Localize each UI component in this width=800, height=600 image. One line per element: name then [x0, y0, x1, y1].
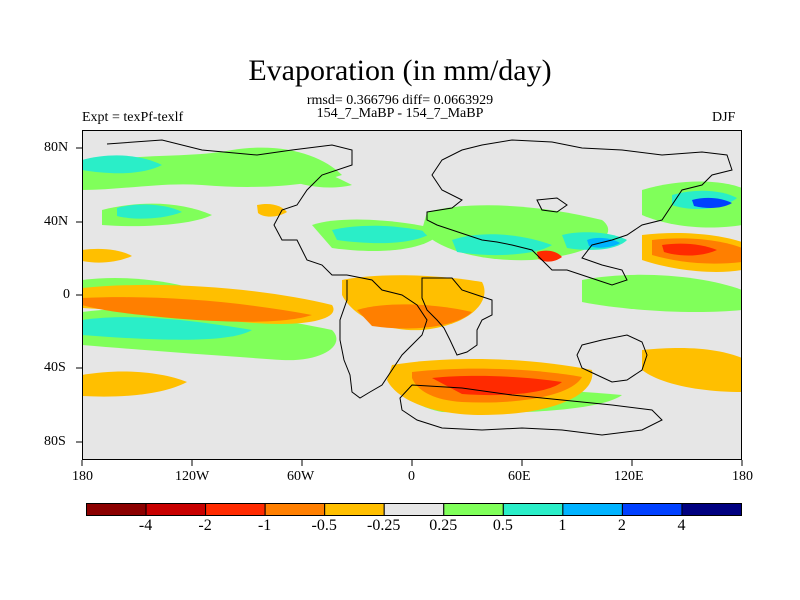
x-tick-label: 120E: [614, 469, 644, 484]
x-tick-label: 60E: [508, 469, 531, 484]
colorbar-swatch: [681, 503, 742, 516]
experiment-label: Expt = texPf-texlf: [82, 110, 184, 125]
map-title: Evaporation (in mm/day): [248, 54, 552, 87]
colorbar-label: 0.25: [429, 517, 458, 534]
colorbar-label: 1: [558, 517, 567, 534]
y-tick-label: 40N: [44, 214, 69, 229]
colorbar-swatch: [443, 503, 504, 516]
x-tick-label: 120W: [175, 469, 210, 484]
colorbar-label: -0.25: [367, 517, 401, 534]
map-frame: [82, 130, 742, 460]
colorbar-label: -0.5: [311, 517, 337, 534]
y-tick-label: 80S: [44, 434, 66, 449]
colorbar-swatch: [324, 503, 385, 516]
colorbar-label: 2: [617, 517, 626, 534]
y-tick-label: 80N: [44, 140, 69, 155]
colorbar-swatch: [383, 503, 445, 516]
x-tick-label: 180: [72, 469, 93, 484]
colorbar: [86, 503, 742, 516]
x-tick-label: 180: [732, 469, 753, 484]
colorbar-label: -4: [138, 517, 153, 534]
colorbar-swatch: [264, 503, 326, 516]
colorbar-label: -2: [198, 517, 212, 534]
y-tick-label: 0: [63, 287, 70, 302]
colorbar-label: 4: [677, 517, 686, 534]
colorbar-swatch: [86, 503, 147, 516]
colorbar-swatch: [502, 503, 564, 516]
evaporation-map: [82, 130, 742, 460]
colorbar-swatch: [562, 503, 623, 516]
x-tick-label: 60W: [287, 469, 315, 484]
colorbar-swatch: [205, 503, 266, 516]
x-tick-label: 0: [408, 469, 415, 484]
y-tick-label: 40S: [44, 360, 66, 375]
coastlines: [106, 139, 733, 436]
colorbar-label: 0.5: [492, 517, 513, 534]
season-label: DJF: [712, 110, 736, 125]
negative-anomaly-fields: [82, 203, 742, 415]
stats-label: rmsd= 0.366796 diff= 0.0663929: [306, 93, 494, 108]
comparison-label: 154_7_MaBP - 154_7_MaBP: [316, 106, 484, 121]
colorbar-swatch: [621, 503, 683, 516]
colorbar-label: -1: [257, 517, 272, 534]
colorbar-swatch: [145, 503, 207, 516]
